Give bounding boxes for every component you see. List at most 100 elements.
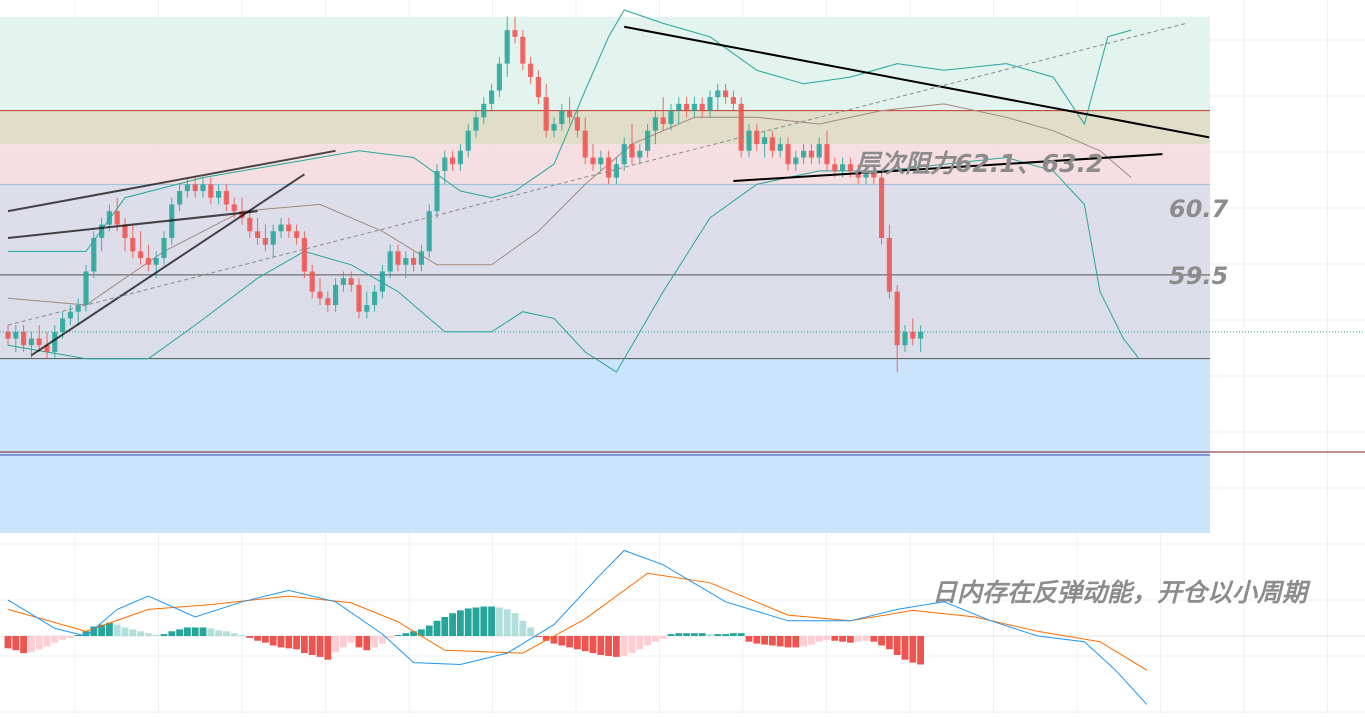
macd-histogram-bar xyxy=(51,636,59,643)
macd-histogram-bar xyxy=(870,636,878,642)
candle-body xyxy=(723,90,729,98)
macd-histogram-bar xyxy=(644,636,651,646)
macd-histogram-bar xyxy=(722,634,729,636)
candle-body xyxy=(918,331,924,339)
macd-histogram-bar xyxy=(191,627,199,636)
macd-histogram-bar xyxy=(893,636,901,655)
candle xyxy=(83,264,89,312)
macd-histogram-bar xyxy=(98,624,105,636)
macd-histogram-bar xyxy=(285,636,293,649)
macd-histogram-bar xyxy=(269,636,277,646)
candle-body xyxy=(161,237,167,259)
candle xyxy=(138,231,144,265)
candle-body xyxy=(28,338,34,346)
macd-histogram-bar xyxy=(332,636,339,653)
macd-histogram-bar xyxy=(519,620,527,636)
macd-histogram-bar xyxy=(527,627,534,636)
candle-body xyxy=(606,157,612,178)
candle-body xyxy=(395,251,401,265)
candle xyxy=(67,305,73,326)
candle-body xyxy=(559,110,565,124)
candle-body xyxy=(520,36,526,64)
candle-body xyxy=(707,97,713,111)
candle xyxy=(270,224,276,259)
candle xyxy=(387,244,393,279)
candle-body xyxy=(177,191,183,205)
candle xyxy=(699,97,705,118)
candle xyxy=(294,224,300,245)
candle xyxy=(457,144,463,171)
candle-body xyxy=(216,191,222,198)
macd-histogram-bar xyxy=(659,636,667,639)
candle xyxy=(36,325,42,352)
candle-body xyxy=(44,345,50,352)
candle xyxy=(317,278,323,306)
candle xyxy=(223,184,229,212)
candle xyxy=(372,284,378,312)
candle-body xyxy=(340,278,346,285)
macd-histogram-bar xyxy=(4,636,12,649)
candle-body xyxy=(738,103,744,151)
candle-body xyxy=(847,164,853,171)
candle-body xyxy=(489,90,495,104)
candle-body xyxy=(294,231,300,238)
macd-histogram-bar xyxy=(223,631,230,636)
macd-histogram-bar xyxy=(769,636,776,646)
candle xyxy=(333,278,339,312)
candle xyxy=(910,318,916,346)
macd-histogram-bar xyxy=(152,635,160,637)
macd-histogram-bar xyxy=(589,636,597,654)
macd-histogram-bar xyxy=(581,636,589,652)
candle xyxy=(504,16,510,78)
macd-histogram-bar xyxy=(106,622,113,636)
candle xyxy=(793,150,799,171)
candle xyxy=(543,83,549,138)
macd-histogram-bar xyxy=(839,636,846,642)
macd-histogram-bar xyxy=(184,627,191,636)
candle xyxy=(886,224,892,299)
macd-histogram-bar xyxy=(355,636,363,648)
macd-histogram-bar xyxy=(316,636,324,657)
macd-histogram-bar xyxy=(776,636,784,647)
macd-histogram-bar xyxy=(698,633,706,636)
candle-body xyxy=(262,237,268,245)
macd-histogram-bar xyxy=(620,636,628,656)
macd-histogram-bar xyxy=(238,635,246,637)
candle-body xyxy=(138,251,144,259)
macd-histogram-bar xyxy=(347,636,355,643)
candle-body xyxy=(153,258,159,265)
candle-body xyxy=(785,144,791,165)
trendlines xyxy=(7,22,1210,357)
macd-histogram-bar xyxy=(745,636,753,642)
candle xyxy=(715,83,721,111)
candle-body xyxy=(629,144,635,158)
macd-histogram-bar xyxy=(691,633,698,636)
macd-histogram-bar xyxy=(340,636,347,648)
candle-body xyxy=(67,311,73,319)
candle xyxy=(208,177,214,205)
candle-body xyxy=(746,130,752,151)
candle xyxy=(403,251,409,279)
candle-body xyxy=(886,237,892,292)
candle xyxy=(99,217,105,252)
candle-body xyxy=(816,144,822,158)
candle xyxy=(418,244,424,272)
middle-zone xyxy=(0,184,1210,275)
macd-histogram-bar xyxy=(82,631,90,636)
candle-body xyxy=(317,291,323,299)
candle-body xyxy=(730,97,736,104)
macd-histogram-bar xyxy=(566,636,573,648)
triangle-support-line xyxy=(733,153,1163,182)
candle xyxy=(613,157,619,185)
macd-histogram-bar xyxy=(246,636,254,638)
macd-histogram-bar xyxy=(909,636,917,663)
candle-body xyxy=(91,237,97,272)
macd-histogram-bar xyxy=(12,636,20,651)
macd-histogram-bar xyxy=(683,633,690,636)
macd-histogram-bar xyxy=(503,609,511,636)
candle-body xyxy=(450,157,456,165)
candle xyxy=(481,97,487,124)
candle xyxy=(13,325,19,352)
candle-body xyxy=(255,231,261,238)
